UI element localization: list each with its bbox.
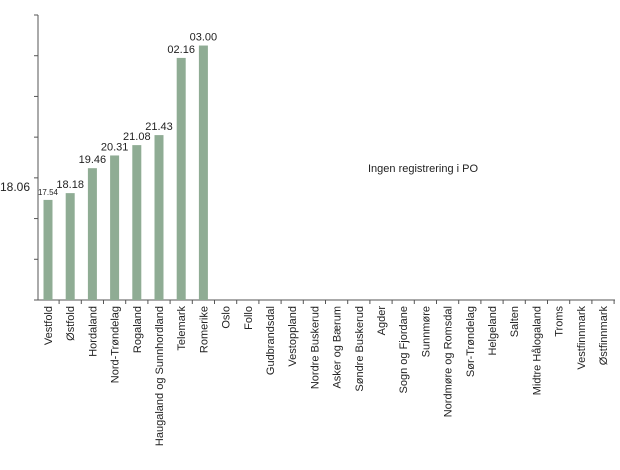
x-tick-label: Sunnmøre <box>420 306 432 357</box>
reference-label: 18.06 <box>0 180 30 194</box>
x-tick-label: Vestoppland <box>287 306 299 367</box>
x-tick-label: Rogaland <box>132 306 144 353</box>
bar <box>154 135 164 300</box>
x-tick-label: Haugaland og Sunnhordland <box>154 306 166 446</box>
x-tick-label: Vestfold <box>43 306 55 345</box>
bar <box>198 45 208 301</box>
x-tick-label: Follo <box>243 306 255 330</box>
bar <box>176 57 186 300</box>
bar <box>110 155 120 300</box>
bar <box>65 193 75 300</box>
value-label: 17.54 <box>38 188 59 197</box>
bar <box>43 199 53 300</box>
value-label: 21.08 <box>123 131 151 143</box>
x-tick-label: Nordre Buskerud <box>309 306 321 389</box>
x-tick-label: Søndre Buskerud <box>354 306 366 392</box>
annotation: Ingen registrering i PO <box>368 163 478 175</box>
bar <box>132 145 142 300</box>
x-tick-label: Gudbrandsdal <box>265 306 277 375</box>
bar <box>87 168 97 300</box>
value-label: 02.16 <box>167 44 195 56</box>
x-tick-label: Sør-Trøndelag <box>465 306 477 377</box>
value-label: 20.31 <box>101 141 129 153</box>
x-tick-label: Hordaland <box>87 306 99 357</box>
value-label: 21.43 <box>145 121 173 133</box>
value-label: 03.00 <box>190 32 218 44</box>
x-tick-label: Salten <box>509 306 521 337</box>
x-tick-label: Troms <box>554 306 566 337</box>
x-tick-label: Helgeland <box>487 306 499 356</box>
x-tick-label: Asker og Bærum <box>332 306 344 389</box>
x-tick-label: Nordmøre og Romsdal <box>443 306 455 417</box>
x-tick-label: Midtre Hålogaland <box>531 306 543 395</box>
x-tick-label: Østfold <box>65 306 77 341</box>
x-tick-label: Vestfinnmark <box>576 306 588 370</box>
x-tick-label: Oslo <box>221 306 233 329</box>
x-tick-label: Sogn og Fjordane <box>398 306 410 393</box>
x-tick-label: Nord-Trøndelag <box>110 306 122 383</box>
x-tick-label: Agder <box>376 306 388 336</box>
x-tick-label: Telemark <box>176 306 188 351</box>
x-tick-label: Østfinnmark <box>598 306 610 366</box>
x-tick-label: Romerike <box>198 306 210 353</box>
value-label: 19.46 <box>79 154 107 166</box>
value-label: 18.18 <box>56 179 84 191</box>
